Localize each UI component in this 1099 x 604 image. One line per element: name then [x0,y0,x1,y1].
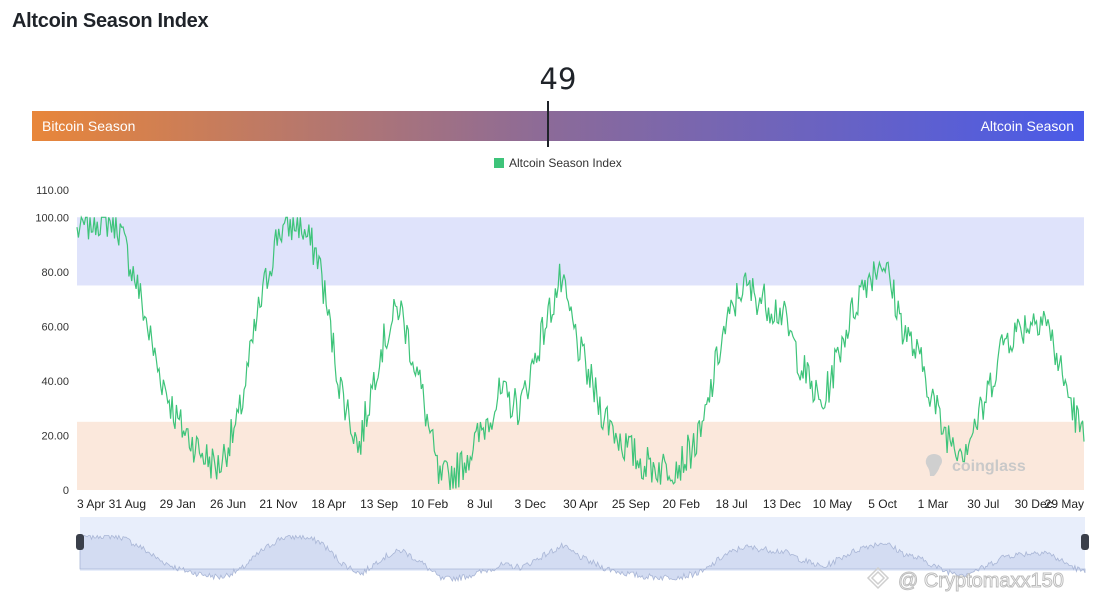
x-tick-label: 3 Apr [77,497,105,511]
season-gauge-bar [32,111,1084,141]
y-tick-label: 110.00 [36,185,69,197]
zone-band-1 [77,421,1084,490]
x-tick-label: 10 Feb [411,497,449,511]
chart-bands [77,217,1084,490]
zone-band-0 [77,217,1084,286]
page-title: Altcoin Season Index [12,10,209,32]
x-tick-label: 5 Oct [868,497,897,511]
x-tick-label: 30 Dec [1015,497,1053,511]
x-tick-label: 1 Mar [918,497,949,511]
zoom-handle-left[interactable] [76,534,84,550]
x-tick-label: 29 Jan [160,497,196,511]
x-tick-label: 26 Jun [210,497,246,511]
y-axis-ticks: 0 20.00 40.00 60.00 80.00 100.00 110.00 [35,185,69,497]
x-tick-label: 13 Sep [360,497,398,511]
zoom-navigator-preview [79,534,1086,582]
y-tick-label: 0 [63,485,69,497]
x-tick-label: 20 Feb [663,497,701,511]
x-axis-ticks: 3 Apr 31 Aug 29 Jan 26 Jun 21 Nov 18 Apr 13 Se… [77,497,1084,511]
gauge-current-marker [547,101,549,147]
x-tick-label: 3 Dec [514,497,545,511]
x-tick-label: 29 May [1045,497,1084,511]
x-tick-label: 25 Sep [612,497,650,511]
overlay-watermark: @ Cryptomaxx150 [898,570,1064,592]
x-tick-label: 21 Nov [259,497,297,511]
x-tick-label: 10 May [813,497,852,511]
series-line-altcoin-season-index [76,215,1085,491]
x-tick-label: 30 Apr [563,497,598,511]
coinglass-watermark: coinglass [952,458,1026,475]
altcoin-season-label: Altcoin Season [980,118,1074,134]
zoom-handle-right[interactable] [1081,534,1089,550]
x-tick-label: 31 Aug [109,497,146,511]
x-tick-label: 18 Jul [716,497,748,511]
y-tick-label: 60.00 [41,321,69,333]
current-index-value: 49 [539,62,577,96]
x-tick-label: 18 Apr [311,497,346,511]
chart-legend[interactable]: Altcoin Season Index [494,156,622,170]
series-lines [76,215,1085,491]
x-tick-label: 30 Jul [967,497,999,511]
legend-label: Altcoin Season Index [509,156,622,170]
diamond-watermark-icon [866,566,890,590]
y-tick-label: 40.00 [41,376,69,388]
y-tick-label: 80.00 [41,267,69,279]
bitcoin-season-label: Bitcoin Season [42,118,136,134]
x-tick-label: 8 Jul [467,497,492,511]
y-tick-label: 100.00 [35,212,69,224]
y-tick-label: 20.00 [41,430,69,442]
x-tick-label: 13 Dec [763,497,801,511]
coinglass-logo-icon [925,454,942,476]
legend-swatch [494,158,504,168]
navigator-area [79,534,1086,582]
